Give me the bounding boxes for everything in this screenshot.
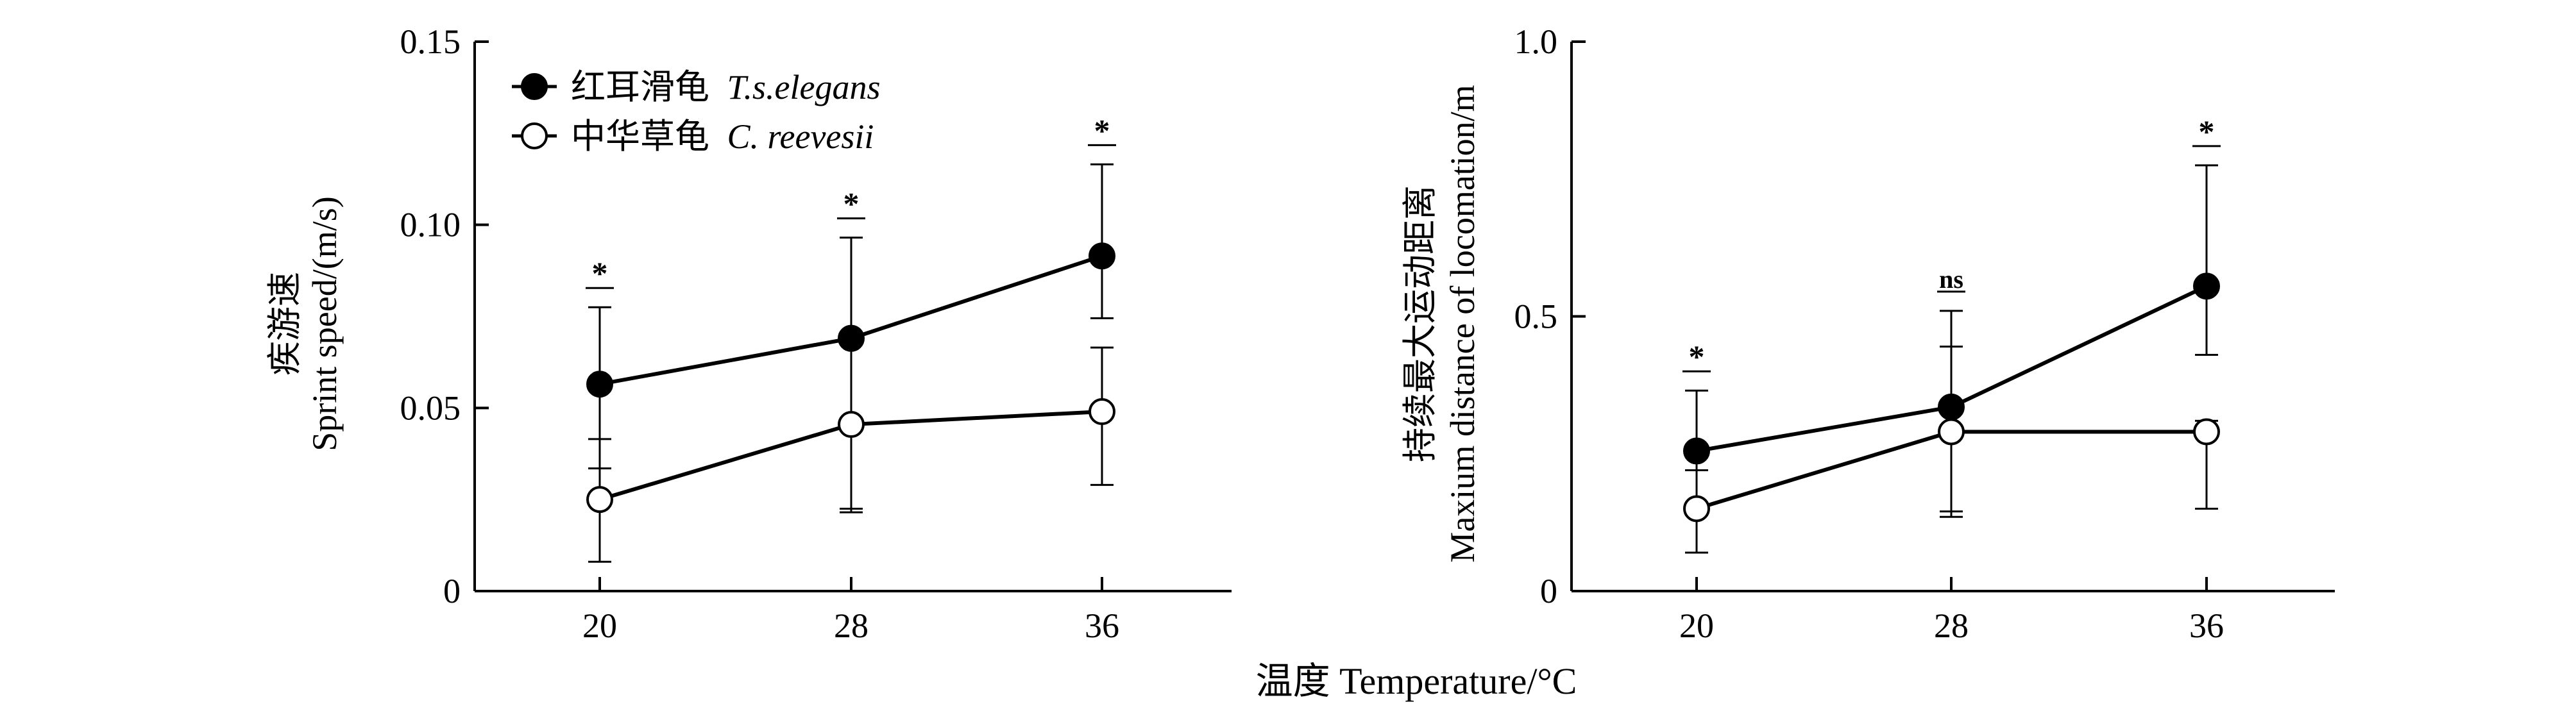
max-distance-marks: * ns *	[1682, 113, 2221, 554]
max-distance-sig-label: *	[1689, 338, 1705, 374]
legend-entry-2-cn: 中华草龟	[571, 117, 709, 156]
max-distance-sig-label: *	[2199, 113, 2215, 149]
sprint-speed-point-1	[1089, 242, 1115, 270]
sprint-speed-point-2	[838, 411, 865, 439]
sprint-speed-sig-label: *	[592, 255, 608, 291]
sprint-speed-point-2	[1089, 398, 1115, 426]
sprint-speed-y-tick-label: 0.15	[400, 22, 461, 61]
sprint-speed-sig-label: *	[843, 186, 860, 222]
sprint-speed-panel: 0 0.05 0.10 0.15 20 28 36 * * * 疾游速 Sprint speed…	[266, 22, 1232, 645]
legend-entry-1: 红耳滑龟 T.s.elegans	[571, 68, 881, 106]
legend-entry-1-latin: T.s.elegans	[727, 68, 881, 106]
max-distance-point-2	[1938, 418, 1965, 446]
sprint-speed-y-tick-label: 0	[443, 572, 461, 610]
legend-entry-2-latin: C. reevesii	[727, 117, 874, 156]
max-distance-panel: 0 0.5 1.0 20 28 36 * ns * 持续最大运动距离 Maxium dista…	[1401, 22, 2335, 645]
sprint-speed-marks: * * *	[586, 112, 1116, 563]
max-distance-y-tick-label: 1.0	[1514, 22, 1558, 61]
max-distance-ylabel-cn: 持续最大运动距离	[1401, 185, 1439, 462]
max-distance-point-2	[1683, 495, 1710, 522]
sprint-speed-ylabel-en: Sprint speed/(m/s)	[305, 196, 344, 451]
sprint-speed-point-1	[586, 371, 613, 398]
shared-x-axis-label: 温度 Temperature/°C	[1256, 660, 1577, 702]
max-distance-x-tick-label: 20	[1679, 606, 1714, 645]
sprint-speed-x-tick-label: 28	[834, 606, 869, 645]
sprint-speed-x-tick-label: 20	[582, 606, 617, 645]
legend: 红耳滑龟 T.s.elegans 中华草龟 C. reevesii	[512, 68, 881, 156]
max-distance-y-tick-label: 0	[1540, 572, 1557, 610]
max-distance-point-1	[1683, 437, 1710, 465]
max-distance-sig-label: ns	[1939, 265, 1963, 294]
max-distance-x-tick-label: 36	[2189, 606, 2224, 645]
max-distance-point-1	[1938, 393, 1965, 421]
sprint-speed-axes: 0 0.05 0.10 0.15 20 28 36	[400, 22, 1232, 645]
legend-entry-2: 中华草龟 C. reevesii	[571, 117, 874, 156]
max-distance-y-tick-label: 0.5	[1514, 297, 1558, 336]
legend-entry-1-cn: 红耳滑龟	[571, 68, 709, 106]
sprint-speed-sig-label: *	[1094, 112, 1110, 148]
max-distance-point-1	[2193, 272, 2220, 300]
sprint-speed-y-tick-label: 0.10	[400, 206, 461, 244]
max-distance-x-tick-label: 28	[1934, 606, 1969, 645]
legend-marker-open	[521, 122, 548, 149]
sprint-speed-point-2	[586, 486, 613, 514]
max-distance-ylabel-en: Maxium distance of locomation/m	[1443, 85, 1482, 562]
sprint-speed-ylabel-cn: 疾游速	[266, 272, 304, 376]
max-distance-point-2	[2193, 418, 2220, 446]
sprint-speed-x-tick-label: 36	[1085, 606, 1119, 645]
legend-marker-filled	[521, 73, 548, 100]
sprint-speed-point-1	[838, 324, 865, 352]
sprint-speed-y-tick-label: 0.05	[400, 389, 461, 427]
max-distance-axes: 0 0.5 1.0 20 28 36	[1514, 22, 2335, 645]
